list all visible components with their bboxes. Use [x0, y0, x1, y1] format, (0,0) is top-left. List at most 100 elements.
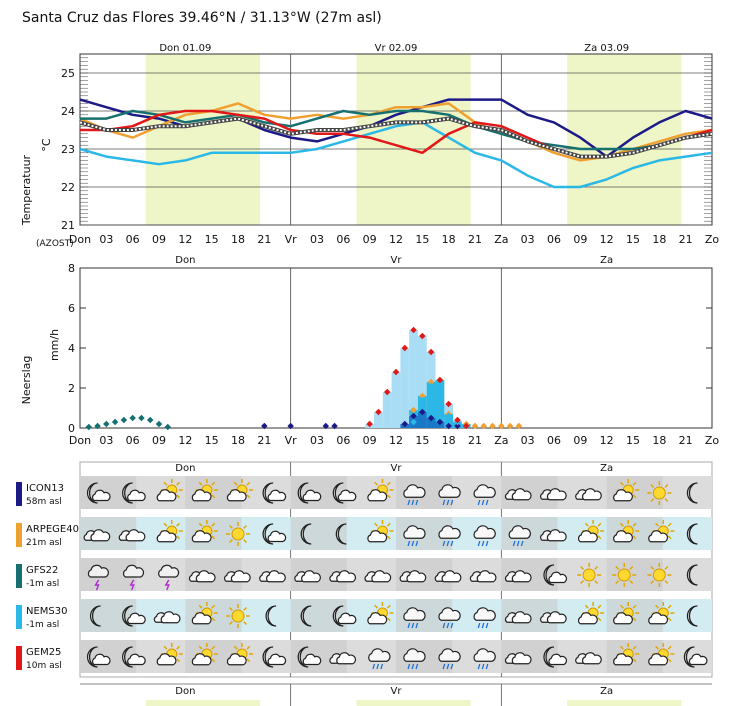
precip-point-gfs22: [85, 423, 93, 431]
model-elevation-label: 21m asl: [26, 538, 62, 548]
time-tick-label: 15: [626, 434, 640, 447]
precip-point-gem25: [401, 344, 409, 352]
rain-drop: [516, 540, 520, 547]
day-shade: [145, 54, 260, 225]
rain-drop: [485, 622, 489, 629]
sun-ray: [228, 606, 233, 611]
timezone-label: (AZOST): [36, 239, 74, 249]
weather-icon-rain-cloud: [473, 607, 496, 629]
time-tick-label: Za: [494, 434, 508, 447]
weather-icon-cloud: [469, 570, 497, 583]
cloud-shape: [302, 489, 322, 502]
model-name-label: ICON13: [26, 483, 64, 494]
sun-ray: [228, 621, 233, 626]
rain-drop: [477, 540, 481, 547]
precip-point-arpege40: [410, 406, 417, 414]
cloud-shape: [688, 653, 708, 666]
sun-disc: [231, 527, 245, 541]
rain-drop: [446, 540, 450, 547]
weather-icon-storm-cloud: [87, 564, 109, 591]
precip-ytick-label: 4: [68, 342, 75, 355]
time-tick-label: Zo: [705, 434, 720, 447]
sun-ray: [163, 481, 168, 486]
cloud-shape: [92, 653, 111, 666]
sun-ray: [615, 565, 620, 570]
precip-point-nems30: [445, 412, 452, 420]
time-tick-label: 12: [178, 434, 192, 447]
precip-bar: [426, 382, 436, 428]
precip-point-arpege40: [471, 422, 479, 430]
sun-ray: [629, 580, 634, 585]
weather-icon-rain-cloud: [403, 648, 426, 670]
sun-disc: [582, 568, 596, 582]
sun-ray: [650, 483, 655, 488]
weather-icon-sun: [647, 563, 672, 587]
sun-ray: [246, 645, 251, 650]
rain-drop: [512, 540, 516, 547]
model-name-label: ARPEGE40: [26, 524, 79, 535]
time-tick-label: 03: [521, 434, 535, 447]
weather-icon-cloud: [153, 611, 181, 624]
weather-icon-moon-cloud: [122, 646, 146, 668]
weather-icon-moon-cloud: [297, 646, 322, 668]
rain-drop: [450, 663, 454, 670]
footer-day-label: Za: [600, 686, 613, 697]
time-tick-label: Don: [69, 434, 91, 447]
cloud-shape: [191, 612, 212, 625]
sun-ray: [211, 535, 216, 540]
precip-point-gem25: [427, 348, 435, 356]
sun-ray: [597, 522, 602, 527]
weather-icon-cloud: [504, 611, 532, 624]
sun-disc: [652, 568, 666, 582]
moon-shape: [300, 523, 312, 545]
sun-ray: [584, 522, 589, 527]
weather-icon-sun-cloud: [613, 479, 640, 502]
sun-ray: [632, 645, 637, 650]
time-tick-label: Zo: [705, 233, 720, 246]
cloud-shape: [191, 530, 212, 543]
cloud-shape: [548, 653, 568, 666]
weather-icon-cloud: [575, 488, 602, 501]
precip-point-arpege40: [506, 422, 514, 430]
rain-drop: [407, 540, 411, 547]
precip-point-arpege40: [419, 392, 426, 400]
precip-point-icon13: [445, 422, 452, 430]
weather-icon-storm-cloud: [122, 564, 145, 591]
sun-ray: [228, 539, 233, 544]
cloud-shape: [127, 653, 146, 666]
sun-ray: [629, 565, 634, 570]
weather-icon-moon-cloud: [122, 605, 146, 627]
model-elevation-label: 58m asl: [26, 497, 62, 507]
precip-point-icon13: [419, 408, 426, 416]
weather-icon-rain-cloud: [438, 525, 461, 547]
time-tick-label: 15: [415, 434, 429, 447]
rain-drop: [485, 499, 489, 506]
weather-icon-cloud: [434, 570, 462, 583]
weather-icon-cloud: [83, 529, 111, 542]
precip-ytick-label: 8: [68, 262, 75, 275]
sun-ray: [176, 522, 181, 527]
time-tick-label: 21: [468, 434, 482, 447]
sun-ray: [211, 481, 216, 486]
weather-icon-cloud: [329, 570, 357, 583]
weather-icon-cloud: [504, 570, 532, 583]
cloud-shape: [613, 612, 633, 625]
cloud-shape: [577, 612, 598, 625]
precip-point-gem25: [454, 416, 461, 424]
weather-icon-rain-cloud: [368, 648, 391, 670]
model-color-swatch: [16, 482, 22, 506]
temp-ytick-label: 24: [61, 105, 75, 118]
time-tick-label: 06: [336, 233, 350, 246]
precip-ytick-label: 0: [68, 422, 75, 435]
precip-point-icon13: [427, 414, 435, 422]
time-tick-label: Vr: [285, 233, 298, 246]
cloud-shape: [301, 570, 321, 583]
cloud-shape: [127, 489, 146, 502]
precip-bar: [382, 392, 392, 428]
sun-ray: [632, 522, 637, 527]
sun-ray: [176, 645, 181, 650]
moon-shape: [683, 646, 695, 668]
weather-icon-rain-cloud: [473, 484, 496, 506]
weather-icon-cloud: [364, 570, 392, 583]
